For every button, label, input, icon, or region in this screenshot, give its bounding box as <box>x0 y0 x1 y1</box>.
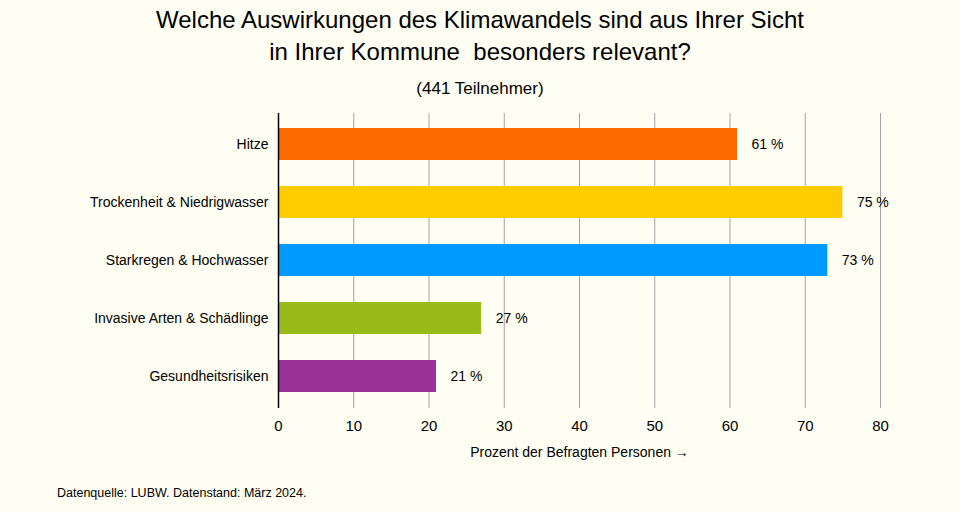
svg-text:Starkregen & Hochwasser: Starkregen & Hochwasser <box>106 252 269 268</box>
svg-text:50: 50 <box>646 417 663 434</box>
svg-text:27 %: 27 % <box>496 310 528 326</box>
svg-text:0: 0 <box>274 417 282 434</box>
svg-text:80: 80 <box>872 417 889 434</box>
svg-text:Prozent der Befragten Personen: Prozent der Befragten Personen → <box>470 444 689 460</box>
svg-text:Gesundheitsrisiken: Gesundheitsrisiken <box>149 368 268 384</box>
svg-text:60: 60 <box>722 417 739 434</box>
svg-text:Invasive Arten & Schädlinge: Invasive Arten & Schädlinge <box>94 310 269 326</box>
svg-text:30: 30 <box>496 417 513 434</box>
svg-text:75 %: 75 % <box>857 194 889 210</box>
svg-text:73 %: 73 % <box>842 252 874 268</box>
html-text:(441 Teilnehmer): (441 Teilnehmer) <box>416 79 544 98</box>
svg-text:21 %: 21 % <box>451 368 483 384</box>
svg-text:70: 70 <box>797 417 814 434</box>
svg-text:10: 10 <box>345 417 362 434</box>
svg-text:61 %: 61 % <box>752 136 784 152</box>
svg-text:Trockenheit & Niedrigwasser: Trockenheit & Niedrigwasser <box>90 194 269 210</box>
svg-text:Hitze: Hitze <box>237 136 269 152</box>
html-text:Welche Auswirkungen des Klimaw: Welche Auswirkungen des Klimawandels sin… <box>156 6 804 65</box>
svg-text:40: 40 <box>571 417 588 434</box>
svg-text:20: 20 <box>421 417 438 434</box>
html-text:Datenquelle: LUBW. Datenstand:: Datenquelle: LUBW. Datenstand: März 2024… <box>57 486 307 500</box>
